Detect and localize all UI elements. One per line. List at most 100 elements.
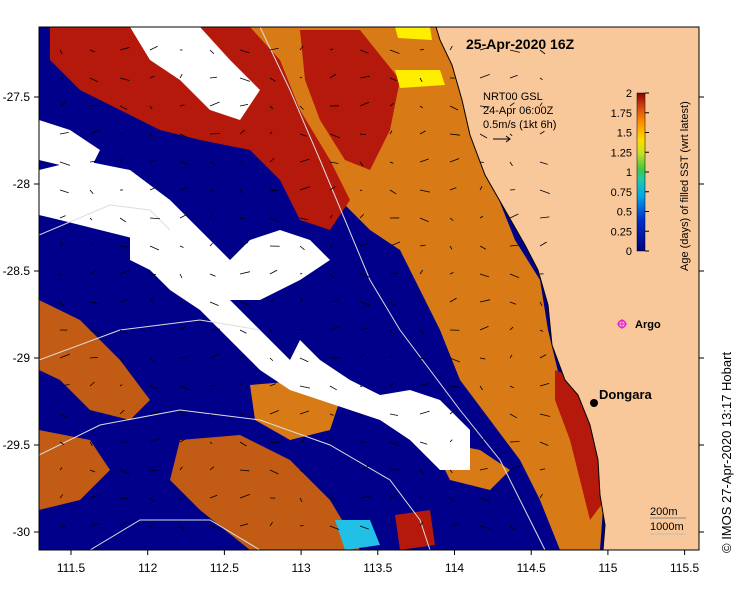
current-vector	[329, 300, 338, 303]
land-mass	[436, 27, 699, 550]
current-vector	[269, 131, 273, 135]
current-vector	[329, 325, 340, 331]
current-vector	[419, 130, 426, 135]
current-vector	[179, 273, 183, 279]
contour-legend-200m: 200m	[650, 506, 678, 518]
x-axis: 111.5 112 112.5 113 113.5 114 114.5 115 115.5	[57, 550, 699, 575]
current-vector	[299, 438, 307, 443]
current-vector	[299, 328, 306, 331]
current-vector	[479, 73, 490, 79]
currents-scale-arrow-head	[505, 135, 511, 143]
current-vector	[329, 385, 337, 391]
current-vector	[419, 357, 428, 361]
current-vector	[209, 49, 215, 54]
current-vector	[509, 465, 520, 471]
current-vector	[539, 301, 543, 307]
current-vector	[209, 494, 218, 499]
current-vector	[479, 133, 488, 139]
current-vector	[269, 77, 276, 82]
argo-float-icon	[617, 319, 627, 329]
current-vector	[59, 384, 70, 387]
x-tick-label: 114	[445, 561, 464, 575]
current-vector	[209, 242, 213, 247]
current-vector	[239, 469, 250, 472]
current-vector	[89, 105, 100, 107]
current-vector	[359, 133, 366, 136]
current-vector	[209, 273, 216, 277]
current-vector	[239, 355, 244, 359]
current-vector	[59, 494, 64, 499]
current-vector	[89, 129, 100, 135]
current-vector	[89, 469, 96, 473]
current-vector	[419, 189, 431, 193]
current-vector	[239, 493, 251, 499]
current-vector	[329, 215, 333, 219]
current-vector	[389, 329, 393, 333]
x-tick-label: 114.5	[517, 561, 546, 575]
current-vector	[149, 105, 153, 110]
current-vector	[509, 49, 520, 53]
current-vector	[539, 161, 548, 165]
current-vector	[449, 245, 453, 250]
current-vector	[149, 411, 160, 415]
current-vector	[179, 356, 190, 359]
y-tick-label: -29	[13, 351, 31, 365]
contour-1000m	[39, 409, 431, 550]
dongara-marker-icon	[590, 399, 598, 407]
current-vector	[509, 161, 513, 167]
colorbar-tick-label: 1	[626, 167, 632, 179]
current-vector	[149, 45, 158, 51]
current-vector	[539, 77, 543, 80]
current-vector	[59, 161, 71, 166]
current-vector	[299, 357, 309, 363]
current-vector	[539, 493, 543, 499]
current-vector	[299, 410, 310, 415]
current-vector	[329, 161, 339, 164]
current-vector	[149, 497, 155, 503]
current-vector	[359, 49, 369, 54]
current-vector	[59, 441, 65, 445]
x-tick-label: 115.5	[670, 561, 699, 575]
current-vector	[449, 105, 459, 111]
current-vector	[239, 301, 250, 306]
current-vector	[449, 133, 460, 136]
contour-legend-1000m: 1000m	[650, 521, 684, 533]
current-vector	[179, 325, 187, 331]
current-vector	[419, 329, 425, 335]
current-vector	[299, 497, 303, 502]
current-vector	[239, 242, 249, 247]
current-vector	[149, 245, 160, 251]
current-vector	[239, 77, 251, 82]
current-vector	[239, 523, 249, 527]
current-vector	[329, 48, 334, 51]
current-vector	[509, 496, 518, 499]
current-vector	[359, 441, 366, 444]
current-vector	[329, 186, 336, 191]
current-vector	[269, 357, 274, 362]
current-vector	[539, 468, 546, 471]
coastline	[435, 27, 606, 550]
current-vector	[89, 217, 93, 221]
y-tick-label: -29.5	[3, 438, 31, 452]
current-vector	[89, 381, 95, 387]
colorbar-ticks: 0 0.25 0.5 0.75 1 1.25 1.5 1.75 2	[611, 88, 649, 258]
y-tick-label: -27.5	[3, 90, 31, 104]
current-vector	[329, 467, 334, 471]
current-vector	[89, 242, 94, 247]
x-tick-label: 111.5	[57, 561, 86, 575]
current-vector	[239, 217, 245, 220]
current-vector	[59, 101, 66, 107]
current-vector	[179, 497, 183, 500]
current-vector	[59, 273, 63, 276]
current-vector	[179, 245, 184, 248]
current-vector	[359, 413, 363, 419]
current-vector	[89, 356, 98, 359]
current-vector	[299, 105, 304, 110]
current-vector	[59, 242, 64, 247]
current-vector	[59, 413, 68, 418]
current-vector	[539, 329, 544, 332]
current-vector	[479, 185, 483, 191]
current-vectors	[59, 45, 551, 531]
current-vector	[89, 441, 93, 446]
current-vector	[239, 104, 249, 107]
